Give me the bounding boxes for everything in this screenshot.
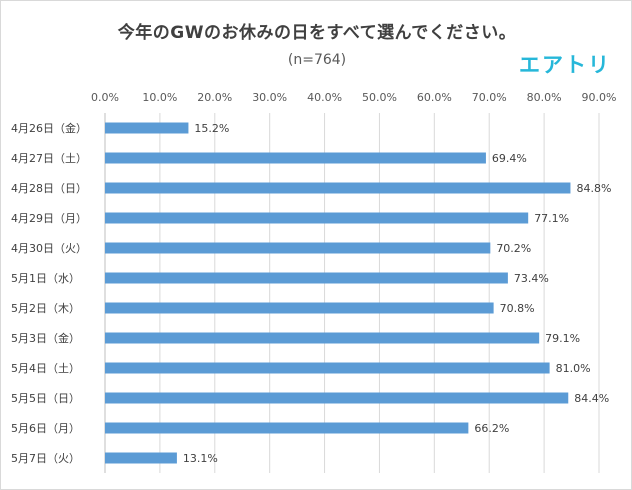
x-tick-label: 40.0%: [307, 91, 342, 104]
bar: [105, 332, 540, 344]
data-label: 69.4%: [492, 152, 527, 165]
category-label: 5月7日（火）: [11, 452, 80, 465]
category-label: 4月26日（金）: [11, 121, 87, 135]
x-tick-label: 50.0%: [362, 91, 397, 104]
category-label: 5月2日（木）: [11, 302, 80, 315]
category-label: 4月27日（土）: [11, 152, 87, 165]
x-tick-label: 60.0%: [417, 91, 452, 104]
bar: [105, 122, 189, 134]
data-label: 79.1%: [545, 332, 580, 345]
data-label: 70.8%: [500, 302, 535, 315]
data-label: 77.1%: [534, 212, 569, 225]
bar: [105, 242, 491, 254]
bar: [105, 152, 486, 164]
bar: [105, 452, 177, 464]
category-label: 5月1日（水）: [11, 272, 80, 285]
data-label: 13.1%: [183, 452, 218, 465]
brand-logo: エアトリ: [519, 53, 611, 77]
bar: [105, 392, 569, 404]
data-label: 66.2%: [474, 422, 509, 435]
data-label: 84.4%: [574, 392, 609, 405]
bar: [105, 182, 571, 194]
bar: [105, 212, 529, 224]
x-tick-label: 10.0%: [142, 91, 177, 104]
bar: [105, 422, 469, 434]
data-label: 70.2%: [496, 242, 531, 255]
x-tick-label: 20.0%: [197, 91, 232, 104]
category-label: 4月28日（日）: [11, 182, 87, 195]
data-label: 81.0%: [556, 362, 591, 375]
data-label: 84.8%: [576, 182, 611, 195]
x-tick-label: 0.0%: [91, 91, 119, 104]
x-tick-label: 30.0%: [252, 91, 287, 104]
bar: [105, 272, 508, 284]
category-label: 5月6日（月）: [11, 422, 80, 435]
x-tick-label: 70.0%: [472, 91, 507, 104]
category-label: 5月3日（金）: [11, 331, 80, 345]
bar: [105, 362, 550, 374]
chart-title: 今年のGWのお休みの日をすべて選んでください。: [117, 23, 517, 43]
category-label: 5月4日（土）: [11, 362, 80, 375]
x-tick-label: 80.0%: [527, 91, 562, 104]
category-label: 5月5日（日）: [11, 392, 80, 405]
data-label: 15.2%: [194, 122, 229, 135]
category-label: 4月29日（月）: [11, 212, 87, 225]
chart-subtitle: (n=764): [287, 52, 347, 68]
category-label: 4月30日（火）: [11, 242, 87, 255]
data-label: 73.4%: [514, 272, 549, 285]
x-tick-label: 90.0%: [582, 91, 617, 104]
bar: [105, 302, 494, 314]
